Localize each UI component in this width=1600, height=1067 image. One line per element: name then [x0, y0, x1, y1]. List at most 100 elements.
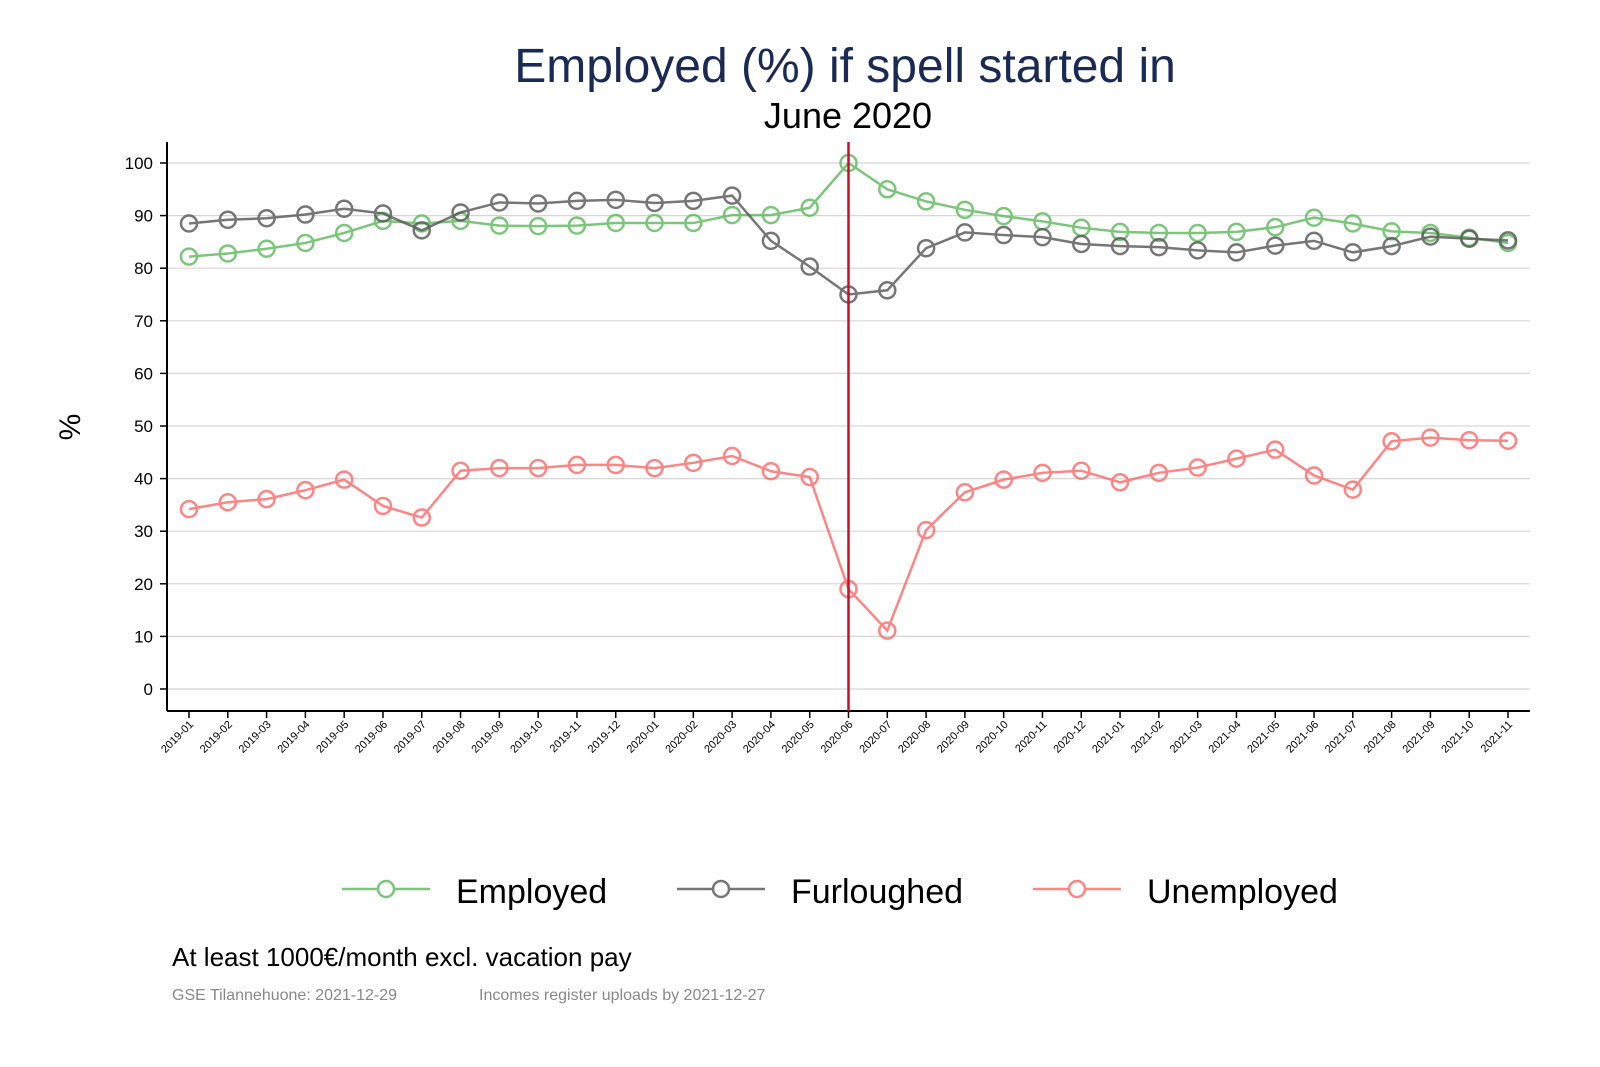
x-tick-label: 2020-11: [1013, 719, 1049, 755]
legend-marker: [1067, 879, 1087, 899]
data-point: [412, 508, 432, 527]
x-tick-label: 2020-09: [935, 719, 972, 756]
x-tick-label: 2019-06: [353, 719, 390, 756]
y-tick-label: 20: [134, 575, 153, 594]
data-point: [567, 455, 587, 475]
data-point: [528, 194, 548, 213]
data-point: [412, 221, 432, 240]
x-tick-label: 2021-09: [1400, 719, 1437, 756]
x-tick-label: 2020-07: [857, 719, 894, 756]
data-point: [218, 210, 238, 230]
y-tick-label: 40: [134, 470, 153, 489]
y-tick-label: 50: [134, 417, 153, 436]
data-point: [955, 483, 975, 502]
data-point: [1382, 432, 1401, 451]
data-point: [490, 216, 509, 235]
data-point: [916, 520, 936, 540]
y-tick-label: 80: [134, 259, 153, 278]
x-tick-label: 2021-08: [1362, 719, 1399, 756]
legend-swatch: [677, 879, 765, 899]
data-point: [1421, 428, 1440, 447]
x-tick-label: 2020-06: [819, 719, 856, 756]
data-point: [606, 213, 625, 233]
data-point: [878, 180, 897, 199]
data-point: [955, 200, 975, 220]
chart-title: Employed (%) if spell started in: [514, 40, 1176, 93]
data-point: [490, 458, 509, 478]
data-point: [878, 281, 897, 300]
data-point: [528, 216, 548, 236]
data-point: [257, 489, 276, 509]
data-point: [373, 204, 393, 223]
data-point: [334, 199, 354, 219]
legend-item-unemployed: Unemployed: [1033, 873, 1338, 911]
legend-marker: [376, 879, 396, 899]
x-tick-label: 2020-04: [741, 719, 778, 756]
data-point: [1188, 223, 1207, 243]
x-tick-label: 2021-06: [1284, 719, 1321, 756]
data-point: [800, 467, 819, 487]
data-point: [1304, 466, 1324, 485]
data-point: [179, 499, 199, 519]
data-point: [1227, 449, 1246, 468]
legend-item-employed: Employed: [342, 873, 607, 911]
x-tick-label: 2020-12: [1051, 719, 1088, 756]
data-point: [1188, 241, 1207, 260]
data-point: [1265, 236, 1285, 255]
data-point: [1110, 222, 1130, 242]
data-point: [334, 223, 354, 243]
data-point: [373, 496, 393, 516]
y-tick-label: 10: [134, 627, 153, 646]
legend-item-furloughed: Furloughed: [677, 873, 963, 911]
data-point: [722, 205, 742, 225]
series-group: [179, 142, 1518, 711]
x-tick-label: 2021-01: [1090, 719, 1127, 756]
x-tick-label: 2021-02: [1129, 719, 1166, 756]
data-point: [1382, 236, 1401, 256]
data-point: [218, 493, 238, 512]
data-point: [1149, 237, 1169, 257]
footnote-upload: Incomes register uploads by 2021-12-27: [479, 987, 765, 1004]
data-point: [1304, 231, 1324, 251]
x-tick-label: 2019-01: [159, 719, 196, 756]
data-point: [218, 244, 238, 263]
chart-subtitle: June 2020: [764, 95, 932, 136]
data-point: [645, 193, 664, 213]
data-point: [567, 191, 587, 211]
data-point: [1072, 461, 1091, 480]
data-point: [1459, 430, 1479, 450]
x-tick-label: 2021-04: [1207, 719, 1244, 756]
data-point: [878, 621, 897, 640]
data-point: [994, 470, 1013, 489]
legend-label: Employed: [456, 873, 607, 911]
data-point: [761, 231, 781, 251]
x-tick-label: 2021-11: [1479, 719, 1515, 755]
y-tick-label: 100: [125, 154, 153, 173]
data-point: [722, 186, 742, 205]
footnote-threshold: At least 1000€/month excl. vacation pay: [172, 942, 632, 972]
y-tick-label: 30: [134, 522, 153, 541]
data-point: [1110, 236, 1130, 256]
legend-swatch: [342, 879, 430, 899]
data-point: [800, 198, 819, 217]
data-point: [257, 239, 276, 258]
data-point: [994, 225, 1013, 245]
legend-label: Unemployed: [1147, 873, 1338, 911]
data-point: [916, 238, 936, 258]
y-axis-label: %: [54, 414, 87, 441]
x-tick-label: 2020-01: [625, 719, 662, 756]
legend-label: Furloughed: [791, 873, 963, 911]
data-point: [451, 203, 470, 222]
data-point: [761, 205, 781, 225]
data-point: [1343, 243, 1363, 262]
data-point: [1265, 217, 1285, 237]
x-tick-label: 2019-11: [548, 719, 584, 755]
data-point: [1498, 431, 1518, 450]
data-point: [1265, 440, 1285, 459]
data-point: [645, 213, 664, 233]
x-tick-label: 2020-02: [663, 719, 700, 756]
data-point: [1227, 222, 1246, 242]
series-employed: [179, 153, 1518, 266]
data-point: [490, 193, 509, 212]
x-tick-label: 2021-05: [1245, 719, 1282, 756]
